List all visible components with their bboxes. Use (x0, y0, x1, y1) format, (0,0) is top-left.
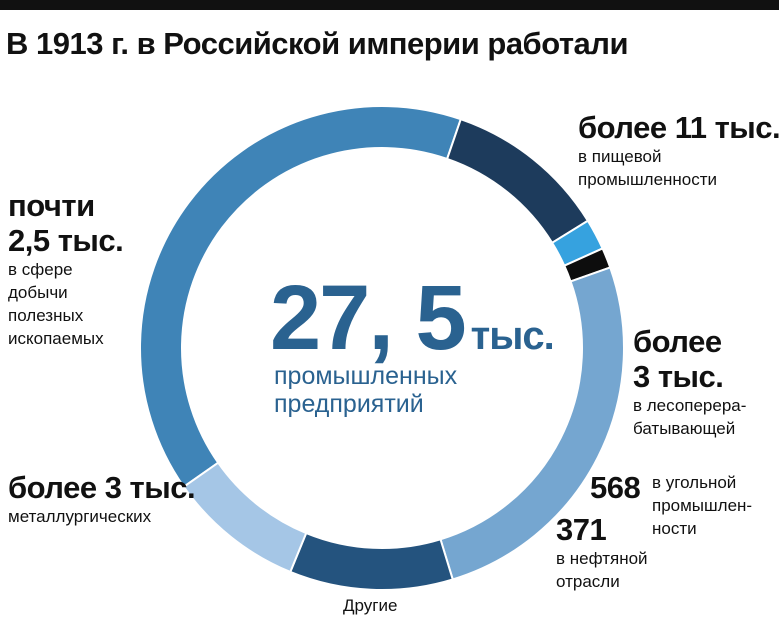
label-mining-text-1: в сфере (8, 260, 73, 279)
label-mining-text-2: добычи (8, 283, 68, 302)
label-mining-text-3: полезных (8, 306, 84, 325)
label-metal-text-1: металлургических (8, 507, 152, 526)
label-oil: 371 в нефтяной отрасли (556, 512, 648, 593)
label-coal-text-3: ности (652, 519, 697, 538)
label-coal-text-1: в угольной (652, 473, 737, 492)
label-other: Другие (343, 596, 398, 615)
label-mining-text-4: ископаемых (8, 329, 104, 348)
center-total-value: 27, 5 (270, 267, 467, 369)
slice-mining (182, 461, 308, 574)
center-caption-line-1: промышленных (274, 362, 458, 390)
top-rule (0, 0, 779, 10)
label-oil-text-1: в нефтяной (556, 549, 648, 568)
label-food-value: более 11 тыс. (578, 110, 779, 145)
slice-metal (288, 531, 455, 591)
label-wood-value-2: 3 тыс. (633, 359, 724, 394)
center-caption-line-2: предприятий (274, 390, 424, 418)
label-oil-text-2: отрасли (556, 572, 620, 591)
label-wood-text-1: в лесоперера- (633, 396, 747, 415)
label-coal: в угольной промышлен- ности (652, 471, 752, 540)
label-food-text-1: в пищевой (578, 147, 662, 166)
label-food-text-2: промышленности (578, 170, 718, 189)
label-coal-text-2: промышлен- (652, 496, 753, 515)
label-wood-value-1: более (633, 324, 722, 359)
label-oil-value: 371 (556, 512, 607, 547)
slice-wood (445, 117, 590, 245)
label-mining-value-1: почти (8, 188, 95, 223)
label-mining: почти 2,5 тыс. в сфере добычи полезных и… (8, 188, 124, 350)
label-coal-value: 568 (590, 470, 641, 505)
label-metal: более 3 тыс. металлургических (8, 470, 196, 528)
label-food: более 11 тыс. в пищевой промышленности (578, 110, 779, 191)
chart-title: В 1913 г. в Российской империи работали (6, 26, 629, 61)
label-mining-value-2: 2,5 тыс. (8, 223, 124, 258)
label-metal-value: более 3 тыс. (8, 470, 196, 505)
label-wood-text-2: батывающей (633, 419, 736, 438)
center-caption: промышленных предприятий (274, 362, 457, 418)
label-wood: более 3 тыс. в лесоперера- батывающей (633, 324, 746, 440)
center-total: 27, 5 тыс. (270, 272, 555, 364)
center-total-unit: тыс. (470, 314, 555, 358)
